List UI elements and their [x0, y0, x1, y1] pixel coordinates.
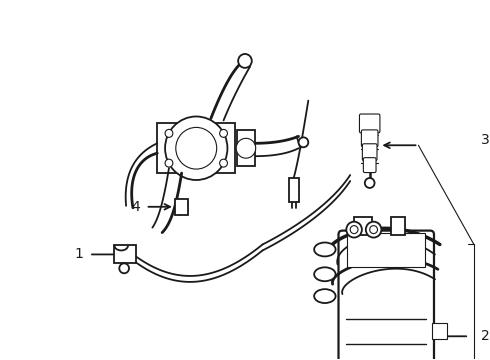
Bar [237, 130, 255, 166]
Bar [391, 217, 405, 235]
Text: 4: 4 [131, 200, 140, 214]
FancyBboxPatch shape [339, 231, 434, 360]
FancyBboxPatch shape [360, 114, 380, 133]
Bar [157, 123, 235, 173]
Circle shape [365, 178, 374, 188]
FancyBboxPatch shape [344, 316, 428, 360]
FancyBboxPatch shape [364, 158, 376, 172]
Ellipse shape [314, 267, 336, 281]
Circle shape [165, 159, 173, 167]
Text: 3: 3 [481, 133, 490, 147]
Ellipse shape [314, 289, 336, 303]
Bar [347, 233, 425, 267]
FancyBboxPatch shape [362, 130, 378, 147]
Bar [432, 323, 447, 339]
Bar [289, 178, 298, 202]
Bar [175, 199, 189, 215]
Circle shape [369, 226, 377, 234]
Circle shape [366, 222, 381, 238]
Circle shape [119, 264, 129, 273]
Circle shape [220, 129, 227, 137]
Circle shape [165, 117, 227, 180]
Circle shape [350, 226, 358, 234]
Circle shape [165, 129, 173, 137]
Bar [114, 246, 136, 264]
Circle shape [176, 127, 217, 169]
Bar [354, 217, 371, 235]
Circle shape [238, 54, 252, 68]
Text: 1: 1 [75, 247, 84, 261]
Text: 2: 2 [481, 329, 490, 343]
Circle shape [346, 222, 362, 238]
FancyBboxPatch shape [363, 144, 377, 161]
Circle shape [298, 137, 308, 147]
Circle shape [220, 159, 227, 167]
Circle shape [236, 138, 256, 158]
Ellipse shape [314, 243, 336, 256]
